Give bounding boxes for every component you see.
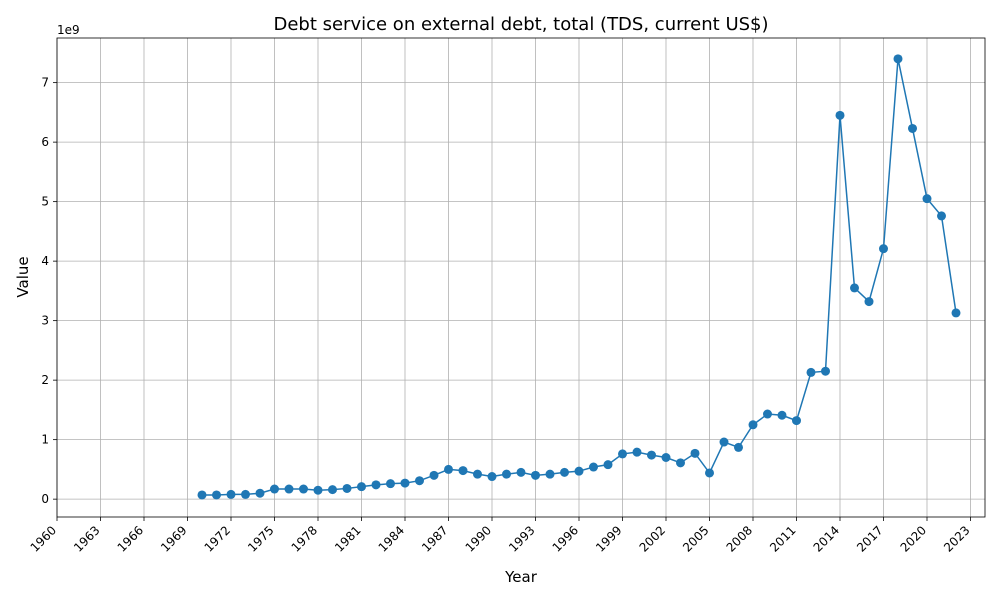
data-point xyxy=(734,442,743,452)
x-tick-label: 1969 xyxy=(158,523,189,554)
data-point xyxy=(618,449,627,459)
y-tick-label: 0 xyxy=(41,492,49,506)
data-point xyxy=(661,452,671,462)
x-tick-label: 1996 xyxy=(550,523,581,554)
x-tick-label: 1963 xyxy=(71,523,102,554)
data-point xyxy=(270,484,279,494)
data-point xyxy=(328,485,337,495)
plot-frame xyxy=(56,37,986,518)
data-point xyxy=(908,123,917,133)
data-point xyxy=(951,308,961,318)
x-tick-label: 2011 xyxy=(767,523,798,554)
data-point xyxy=(937,211,946,221)
data-point xyxy=(241,489,250,499)
data-point xyxy=(821,366,830,376)
x-axis-label: Year xyxy=(504,568,538,586)
data-point xyxy=(777,410,787,420)
data-point xyxy=(371,480,381,490)
x-tick-label: 2023 xyxy=(941,523,972,554)
data-point xyxy=(444,464,453,474)
data-point xyxy=(284,484,294,494)
data-point xyxy=(574,466,584,476)
data-point xyxy=(429,470,439,480)
data-point xyxy=(342,483,352,493)
data-point xyxy=(255,488,265,498)
axes xyxy=(56,37,986,518)
data-point xyxy=(415,476,424,486)
data-point xyxy=(502,469,511,479)
x-tick-label: 1975 xyxy=(245,523,276,554)
grid xyxy=(56,38,985,517)
x-tick-label: 1993 xyxy=(506,523,537,554)
data-point xyxy=(748,420,758,430)
y-tick-label: 4 xyxy=(41,254,49,268)
data-point xyxy=(299,484,308,494)
data-point xyxy=(516,467,526,477)
ticks: 1960 1963 1966 1969 1972 1975 1978 1981 1984 1987… xyxy=(28,76,973,555)
data-series xyxy=(197,54,961,500)
x-tick-label: 1984 xyxy=(376,523,407,554)
data-point xyxy=(647,450,656,460)
x-tick-label: 1987 xyxy=(419,523,450,554)
data-point xyxy=(386,479,395,489)
y-tick-label: 1 xyxy=(41,433,49,447)
data-point xyxy=(589,462,598,472)
data-point xyxy=(763,409,772,419)
y-tick-label: 6 xyxy=(41,135,49,149)
data-point xyxy=(792,416,801,426)
data-point xyxy=(197,490,207,500)
x-tick-label: 2014 xyxy=(811,523,842,554)
data-point xyxy=(864,297,874,307)
x-tick-label: 2005 xyxy=(680,523,711,554)
chart-title: Debt service on external debt, total (TD… xyxy=(273,14,768,35)
x-tick-label: 2020 xyxy=(898,523,929,554)
data-point xyxy=(357,482,366,492)
data-point xyxy=(632,447,642,457)
data-point xyxy=(922,194,932,204)
data-point xyxy=(212,490,221,500)
y-tick-label: 3 xyxy=(41,314,49,328)
y-tick-label: 7 xyxy=(41,76,49,90)
data-point xyxy=(705,468,714,478)
data-point xyxy=(850,283,859,293)
data-point xyxy=(603,460,613,470)
data-point xyxy=(400,478,410,488)
data-point xyxy=(719,437,729,447)
data-point xyxy=(879,244,888,254)
y-tick-label: 2 xyxy=(41,373,49,387)
x-tick-label: 2008 xyxy=(724,523,755,554)
x-tick-label: 1978 xyxy=(289,523,320,554)
data-point xyxy=(893,54,903,64)
data-point xyxy=(835,110,845,120)
data-point xyxy=(690,448,700,458)
x-tick-label: 2017 xyxy=(854,523,885,554)
x-tick-label: 1990 xyxy=(463,523,494,554)
y-tick-label: 5 xyxy=(41,195,49,209)
y-axis-offset-label: 1e9 xyxy=(57,23,80,37)
data-point xyxy=(473,469,482,479)
data-point xyxy=(531,470,540,480)
data-point xyxy=(560,467,569,477)
x-tick-label: 1999 xyxy=(593,523,624,554)
y-axis-label: Value xyxy=(14,256,32,297)
data-point xyxy=(545,469,555,479)
data-point xyxy=(313,485,323,495)
data-point xyxy=(676,458,685,468)
x-tick-label: 1981 xyxy=(332,523,363,554)
x-tick-label: 1966 xyxy=(115,523,146,554)
data-point xyxy=(806,367,816,377)
data-point xyxy=(226,489,236,499)
x-tick-label: 2002 xyxy=(637,523,668,554)
x-tick-label: 1972 xyxy=(202,523,233,554)
x-tick-label: 1960 xyxy=(28,523,59,554)
data-point xyxy=(487,472,497,482)
data-point xyxy=(458,466,468,476)
